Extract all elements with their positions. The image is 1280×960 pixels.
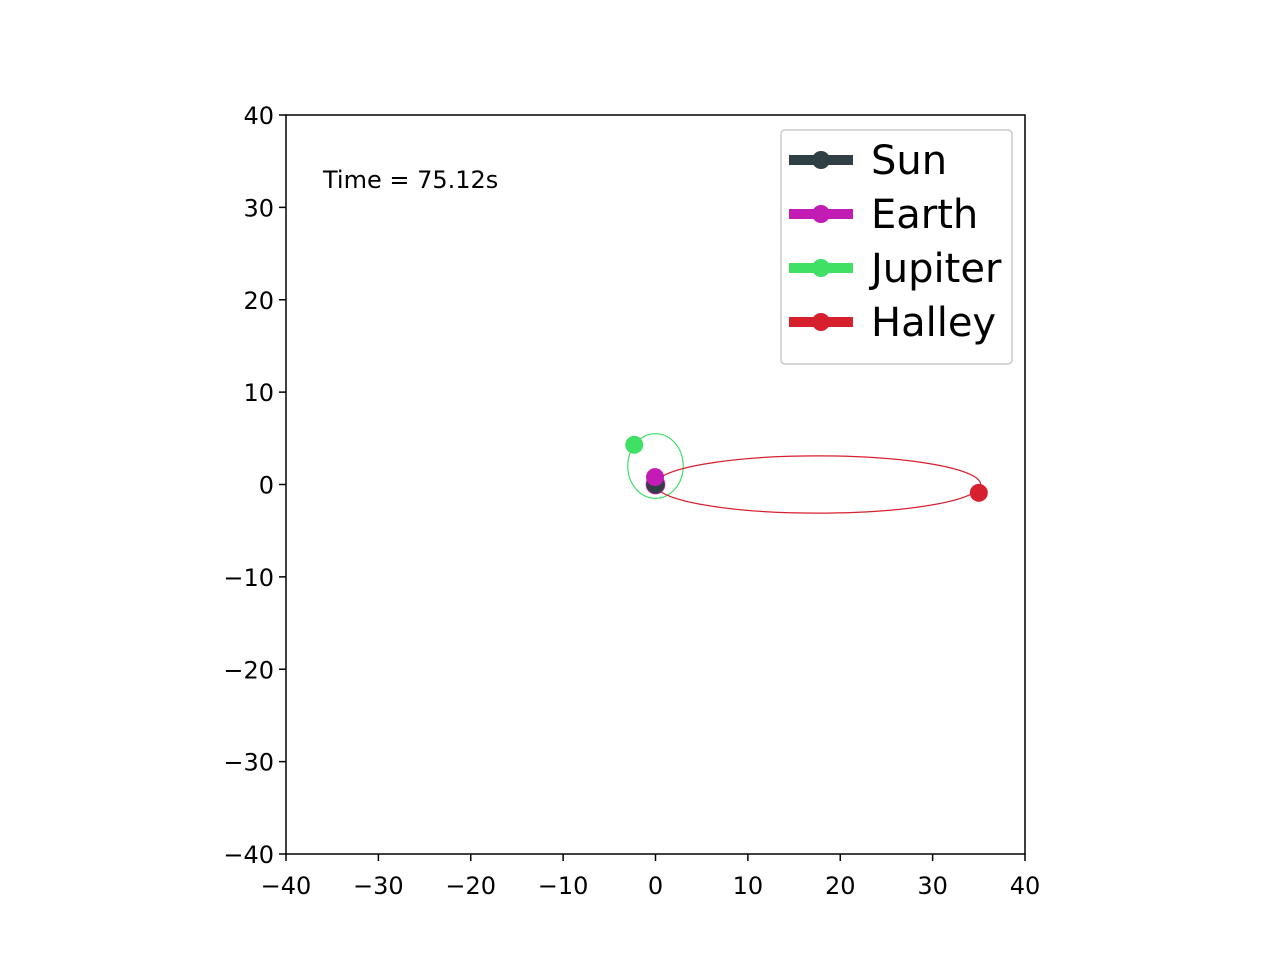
- legend-label-earth: Earth: [871, 192, 978, 238]
- jupiter-orbit: [627, 433, 684, 499]
- earth-marker: [646, 468, 665, 487]
- legend-marker-jupiter: [812, 259, 830, 277]
- halley-orbit: [654, 455, 982, 514]
- y-axis-ticks: −40 −30 −20 −10 0 10 20 30 40: [223, 102, 286, 869]
- legend-label-halley: Halley: [871, 300, 996, 346]
- y-tick-label: −40: [223, 841, 274, 869]
- legend-box: [780, 129, 1013, 365]
- time-annotation: Time = 75.12s: [322, 166, 498, 194]
- x-tick-label: 20: [825, 872, 856, 900]
- y-tick-label: 0: [259, 472, 274, 500]
- x-tick-label: −40: [261, 872, 312, 900]
- legend: Sun Earth Jupiter Halley: [780, 129, 1013, 365]
- x-tick-label: 30: [917, 872, 948, 900]
- orbit-paths: [627, 433, 982, 514]
- x-tick-label: −10: [538, 872, 589, 900]
- legend-marker-sun: [812, 151, 830, 169]
- legend-marker-halley: [812, 313, 830, 331]
- y-tick-label: −10: [223, 564, 274, 592]
- halley-marker: [969, 483, 988, 502]
- y-tick-label: 30: [243, 194, 274, 222]
- x-tick-label: −30: [353, 872, 404, 900]
- x-tick-label: 0: [648, 872, 663, 900]
- legend-label-jupiter: Jupiter: [868, 246, 1002, 292]
- y-tick-label: 20: [243, 287, 274, 315]
- y-tick-label: −20: [223, 656, 274, 684]
- x-tick-label: −20: [445, 872, 496, 900]
- x-tick-label: 40: [1010, 872, 1041, 900]
- x-tick-label: 10: [733, 872, 764, 900]
- legend-label-sun: Sun: [871, 138, 947, 184]
- y-tick-label: −30: [223, 749, 274, 777]
- x-axis-ticks: −40 −30 −20 −10 0 10 20 30 40: [261, 854, 1041, 900]
- y-tick-label: 40: [243, 102, 274, 130]
- y-tick-label: 10: [243, 379, 274, 407]
- jupiter-marker: [625, 435, 644, 454]
- body-markers: [625, 435, 988, 502]
- legend-marker-earth: [812, 205, 830, 223]
